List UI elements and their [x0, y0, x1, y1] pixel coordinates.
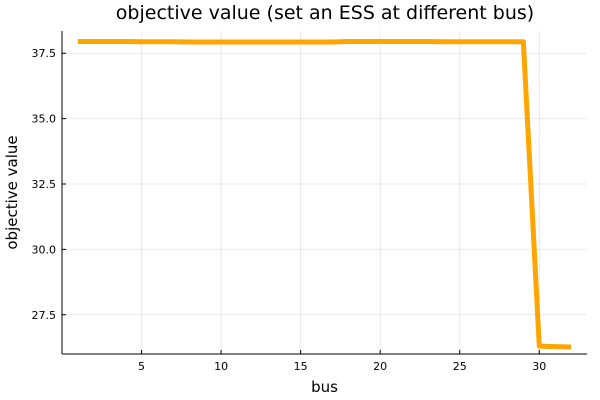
x-tick-label: 20	[373, 360, 387, 373]
x-tick-label: 15	[294, 360, 308, 373]
chart-title: objective value (set an ESS at different…	[116, 2, 534, 24]
y-axis-ticks: 27.5 30.0 32.5 35.0 37.5	[32, 47, 66, 322]
y-tick-label: 32.5	[32, 178, 57, 191]
x-tick-label: 25	[453, 360, 467, 373]
y-tick-label: 27.5	[32, 309, 57, 322]
y-tick-label: 30.0	[32, 243, 57, 256]
y-tick-label: 35.0	[32, 113, 57, 126]
x-tick-label: 5	[138, 360, 145, 373]
x-tick-label: 30	[532, 360, 546, 373]
y-axis-label: objective value	[3, 135, 21, 249]
series-line	[77, 38, 572, 350]
x-axis-ticks: 5 10 15 20 25 30	[138, 350, 546, 373]
y-gridlines	[62, 52, 587, 316]
y-tick-label: 37.5	[32, 47, 57, 60]
x-gridlines	[141, 31, 540, 354]
series-layer	[77, 38, 572, 350]
x-axis-label: bus	[311, 378, 338, 396]
x-tick-label: 10	[214, 360, 228, 373]
